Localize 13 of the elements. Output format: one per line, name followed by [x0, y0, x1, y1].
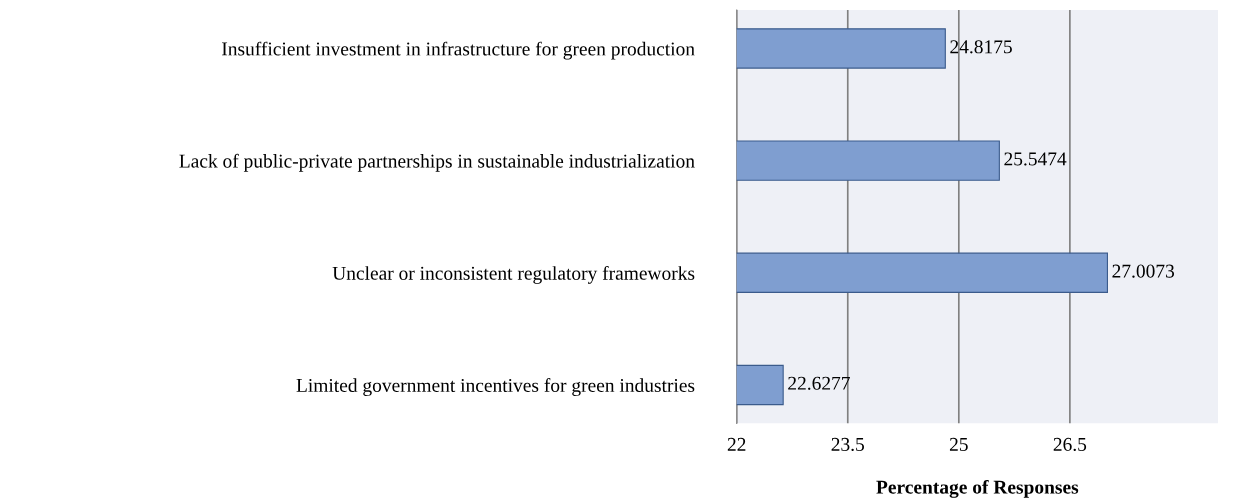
- x-axis-title: Percentage of Responses: [876, 479, 1079, 498]
- x-tick-label: 22: [727, 437, 746, 451]
- y-tick-label: Unclear or inconsistent regulatory frameworks: [332, 265, 695, 284]
- y-tick-label: Insufficient investment in infrastructure for green production: [222, 41, 695, 60]
- y-tick-label: Limited government incentives for green industries: [296, 378, 695, 396]
- data-label: 22.6277: [788, 376, 850, 390]
- data-label: 24.8175: [950, 40, 1012, 54]
- x-tick-label: 25: [949, 437, 968, 451]
- x-tick-label: 26.5: [1053, 437, 1087, 452]
- data-label: 25.5474: [1004, 152, 1067, 166]
- x-tick-label: 23.5: [831, 437, 865, 452]
- y-tick-label: Lack of public-private partnerships in sustainable industrialization: [179, 153, 695, 172]
- data-label: 27.0073: [1112, 264, 1175, 278]
